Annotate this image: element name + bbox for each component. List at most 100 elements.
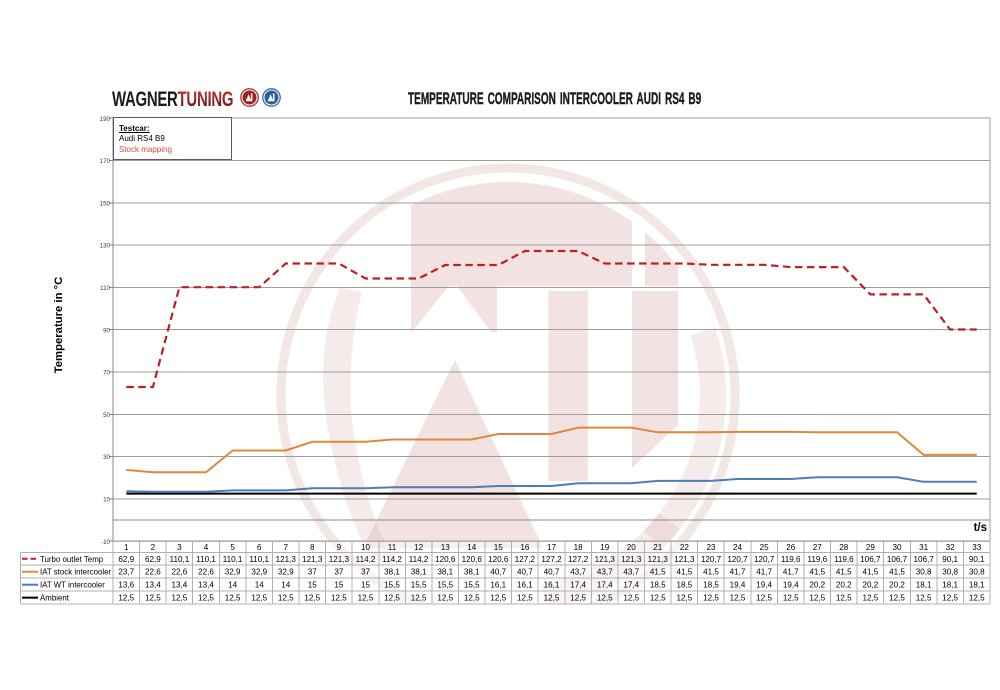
svg-text:19,4: 19,4 bbox=[730, 581, 746, 590]
svg-text:15: 15 bbox=[494, 543, 504, 552]
svg-text:170: 170 bbox=[100, 158, 111, 165]
svg-text:15,5: 15,5 bbox=[464, 581, 480, 590]
svg-text:30: 30 bbox=[103, 454, 110, 461]
svg-text:121,3: 121,3 bbox=[302, 555, 323, 564]
svg-text:18: 18 bbox=[574, 543, 584, 552]
svg-text:121,3: 121,3 bbox=[595, 555, 616, 564]
svg-text:110,1: 110,1 bbox=[223, 555, 243, 564]
svg-text:13,6: 13,6 bbox=[118, 581, 134, 590]
svg-text:30,8: 30,8 bbox=[916, 568, 932, 577]
svg-text:43,7: 43,7 bbox=[570, 568, 586, 577]
svg-text:38,1: 38,1 bbox=[437, 568, 453, 577]
svg-text:Temperature in °C: Temperature in °C bbox=[53, 277, 65, 374]
svg-text:29: 29 bbox=[866, 543, 876, 552]
svg-text:17,4: 17,4 bbox=[623, 581, 639, 590]
svg-text:62,9: 62,9 bbox=[145, 555, 161, 564]
svg-text:IAT WT intercooler: IAT WT intercooler bbox=[40, 581, 105, 590]
svg-text:38,1: 38,1 bbox=[411, 568, 427, 577]
svg-text:40,7: 40,7 bbox=[490, 568, 506, 577]
svg-text:17: 17 bbox=[547, 543, 557, 552]
svg-text:20,2: 20,2 bbox=[863, 581, 879, 590]
svg-text:10: 10 bbox=[103, 497, 110, 504]
svg-text:3: 3 bbox=[177, 543, 182, 552]
svg-text:12,5: 12,5 bbox=[623, 594, 639, 603]
svg-text:41,5: 41,5 bbox=[677, 568, 693, 577]
svg-text:37: 37 bbox=[334, 568, 344, 577]
svg-text:62,9: 62,9 bbox=[118, 555, 134, 564]
svg-text:121,3: 121,3 bbox=[674, 555, 695, 564]
svg-text:20: 20 bbox=[627, 543, 637, 552]
svg-text:2: 2 bbox=[151, 543, 156, 552]
svg-text:13,4: 13,4 bbox=[172, 581, 188, 590]
svg-text:13,4: 13,4 bbox=[198, 581, 214, 590]
svg-text:15,5: 15,5 bbox=[437, 581, 453, 590]
svg-text:37: 37 bbox=[361, 568, 371, 577]
svg-text:12: 12 bbox=[414, 543, 424, 552]
svg-text:12,5: 12,5 bbox=[278, 594, 294, 603]
svg-text:33: 33 bbox=[972, 543, 982, 552]
svg-text:16,1: 16,1 bbox=[517, 581, 533, 590]
svg-text:12,5: 12,5 bbox=[916, 594, 932, 603]
svg-text:130: 130 bbox=[100, 243, 111, 250]
svg-text:121,3: 121,3 bbox=[621, 555, 642, 564]
svg-text:120,7: 120,7 bbox=[754, 555, 775, 564]
svg-text:30,8: 30,8 bbox=[942, 568, 958, 577]
svg-text:12,5: 12,5 bbox=[145, 594, 161, 603]
svg-text:12,5: 12,5 bbox=[544, 594, 560, 603]
svg-text:18,5: 18,5 bbox=[703, 581, 719, 590]
svg-text:t/s: t/s bbox=[974, 522, 987, 534]
svg-text:30,8: 30,8 bbox=[969, 568, 985, 577]
svg-text:15: 15 bbox=[308, 581, 318, 590]
svg-text:7: 7 bbox=[283, 543, 288, 552]
svg-text:25: 25 bbox=[760, 543, 770, 552]
svg-text:41,5: 41,5 bbox=[889, 568, 905, 577]
svg-text:41,5: 41,5 bbox=[809, 568, 825, 577]
svg-text:12,5: 12,5 bbox=[198, 594, 214, 603]
svg-text:15,5: 15,5 bbox=[384, 581, 400, 590]
svg-text:110,1: 110,1 bbox=[196, 555, 216, 564]
svg-text:14: 14 bbox=[228, 581, 238, 590]
svg-text:150: 150 bbox=[100, 200, 111, 207]
svg-text:18,1: 18,1 bbox=[942, 581, 958, 590]
svg-text:16,1: 16,1 bbox=[490, 581, 506, 590]
svg-text:12,5: 12,5 bbox=[304, 594, 320, 603]
svg-text:12,5: 12,5 bbox=[570, 594, 586, 603]
svg-text:12,5: 12,5 bbox=[464, 594, 480, 603]
svg-text:12,5: 12,5 bbox=[703, 594, 719, 603]
svg-text:19,4: 19,4 bbox=[783, 581, 799, 590]
svg-text:21: 21 bbox=[653, 543, 663, 552]
svg-text:23: 23 bbox=[706, 543, 716, 552]
svg-text:41,5: 41,5 bbox=[836, 568, 852, 577]
svg-text:28: 28 bbox=[839, 543, 849, 552]
svg-text:15: 15 bbox=[361, 581, 371, 590]
svg-text:114,2: 114,2 bbox=[409, 555, 429, 564]
svg-text:41,5: 41,5 bbox=[703, 568, 719, 577]
svg-text:20,2: 20,2 bbox=[889, 581, 905, 590]
svg-text:41,7: 41,7 bbox=[783, 568, 799, 577]
svg-text:20,2: 20,2 bbox=[809, 581, 825, 590]
svg-text:18,1: 18,1 bbox=[916, 581, 932, 590]
svg-text:41,5: 41,5 bbox=[863, 568, 879, 577]
svg-text:41,5: 41,5 bbox=[650, 568, 666, 577]
svg-text:50: 50 bbox=[103, 412, 110, 419]
svg-text:16,1: 16,1 bbox=[544, 581, 560, 590]
svg-text:17,4: 17,4 bbox=[570, 581, 586, 590]
svg-text:12,5: 12,5 bbox=[756, 594, 772, 603]
svg-text:1: 1 bbox=[124, 543, 129, 552]
svg-text:110: 110 bbox=[100, 285, 110, 292]
svg-text:12,5: 12,5 bbox=[730, 594, 746, 603]
svg-text:-10: -10 bbox=[101, 539, 111, 546]
svg-text:121,3: 121,3 bbox=[276, 555, 297, 564]
svg-text:32,9: 32,9 bbox=[278, 568, 294, 577]
svg-text:37: 37 bbox=[308, 568, 318, 577]
svg-text:12,5: 12,5 bbox=[251, 594, 267, 603]
svg-text:Turbo outlet Temp: Turbo outlet Temp bbox=[40, 555, 104, 564]
svg-text:70: 70 bbox=[103, 370, 110, 377]
svg-text:114,2: 114,2 bbox=[356, 555, 376, 564]
svg-text:4: 4 bbox=[204, 543, 209, 552]
svg-text:13,4: 13,4 bbox=[145, 581, 161, 590]
svg-text:12,5: 12,5 bbox=[863, 594, 879, 603]
svg-text:19,4: 19,4 bbox=[756, 581, 772, 590]
svg-text:Ambient: Ambient bbox=[40, 594, 70, 603]
svg-text:30: 30 bbox=[892, 543, 902, 552]
